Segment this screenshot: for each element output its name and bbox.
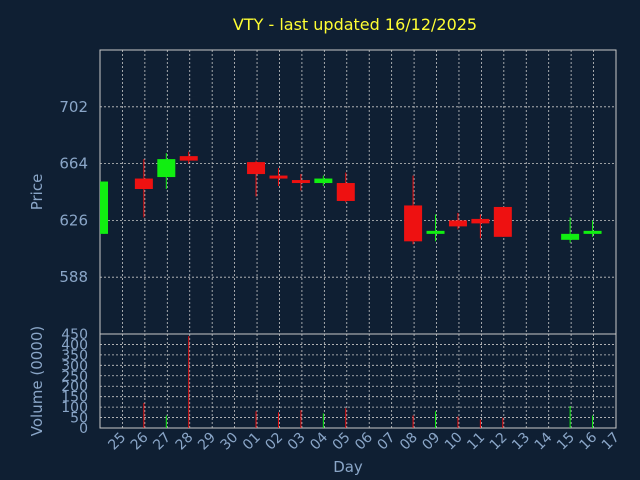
candle-body — [493, 206, 512, 237]
x-tick-label: 10 — [442, 430, 466, 454]
volume-bars — [143, 336, 594, 428]
price-plot-frame — [99, 49, 617, 335]
x-tick-label: 05 — [330, 430, 354, 454]
price-tick-label: 702 — [59, 98, 88, 116]
candle-body — [269, 175, 288, 179]
volume-tick-label: 450 — [61, 327, 88, 343]
candle-body — [561, 233, 580, 240]
x-tick-label: 27 — [150, 430, 174, 454]
x-tick-label: 06 — [352, 429, 376, 453]
volume-axis-title: Volume (0000) — [28, 326, 46, 436]
volume-tick-label: 300 — [61, 358, 88, 374]
x-tick-label: 17 — [599, 430, 623, 454]
candle-body — [134, 178, 153, 190]
candle-body — [404, 205, 423, 242]
candle-body — [583, 230, 602, 234]
candles — [100, 151, 602, 245]
x-tick-label: 14 — [532, 429, 556, 453]
candle-body — [426, 230, 445, 234]
volume-tick-label: 50 — [70, 411, 88, 427]
candle-body — [247, 162, 266, 175]
volume-tick-label: 350 — [61, 348, 88, 364]
candle-body — [100, 181, 108, 234]
x-tick-label: 03 — [285, 430, 309, 454]
x-tick-label: 15 — [554, 430, 578, 454]
candle-body — [179, 156, 198, 161]
volume-tick-label: 0 — [79, 421, 88, 437]
candle-body — [314, 178, 333, 184]
candle-body — [336, 183, 355, 201]
candle-body — [291, 180, 310, 184]
price-grid — [100, 106, 616, 278]
x-tick-label: 13 — [509, 430, 533, 454]
x-tick-label: 26 — [128, 429, 152, 453]
x-tick-label: 09 — [419, 430, 443, 454]
price-tick-label: 626 — [59, 211, 88, 229]
x-tick-label: 12 — [487, 430, 511, 454]
x-tick-label: 02 — [262, 430, 286, 454]
x-tick-label: 04 — [307, 429, 331, 453]
price-tick-label: 588 — [59, 268, 88, 286]
volume-tick-label: 400 — [61, 337, 88, 353]
price-axis-title: Price — [28, 174, 46, 211]
x-tick-label: 25 — [105, 430, 129, 454]
volume-plot-frame — [99, 333, 617, 429]
x-tick-label: 28 — [173, 430, 197, 454]
x-tick-label: 29 — [195, 430, 219, 454]
x-tick-label: 07 — [375, 430, 399, 454]
price-tick-label: 664 — [59, 155, 88, 173]
x-tick-label: 11 — [464, 430, 488, 454]
x-tick-label: 08 — [397, 430, 421, 454]
volume-tick-label: 200 — [61, 379, 88, 395]
x-tick-label: 30 — [218, 430, 242, 454]
candle-body — [471, 218, 490, 224]
price-tick-labels: 588 626 664 702 — [59, 98, 88, 286]
volume-grid — [100, 344, 616, 418]
chart-title: VTY - last updated 16/12/2025 — [233, 15, 477, 34]
x-tick-label: 01 — [240, 430, 264, 454]
x-grid — [122, 50, 594, 428]
x-axis-title: Day — [333, 458, 363, 476]
x-tick-labels: 2526272829300102030405060708091011121314… — [105, 429, 622, 453]
volume-tick-label: 100 — [61, 400, 88, 416]
x-tick-label: 16 — [576, 429, 600, 453]
volume-tick-label: 250 — [61, 369, 88, 385]
candle-body — [448, 220, 467, 227]
volume-tick-label: 150 — [61, 390, 88, 406]
candle-body — [157, 159, 176, 178]
